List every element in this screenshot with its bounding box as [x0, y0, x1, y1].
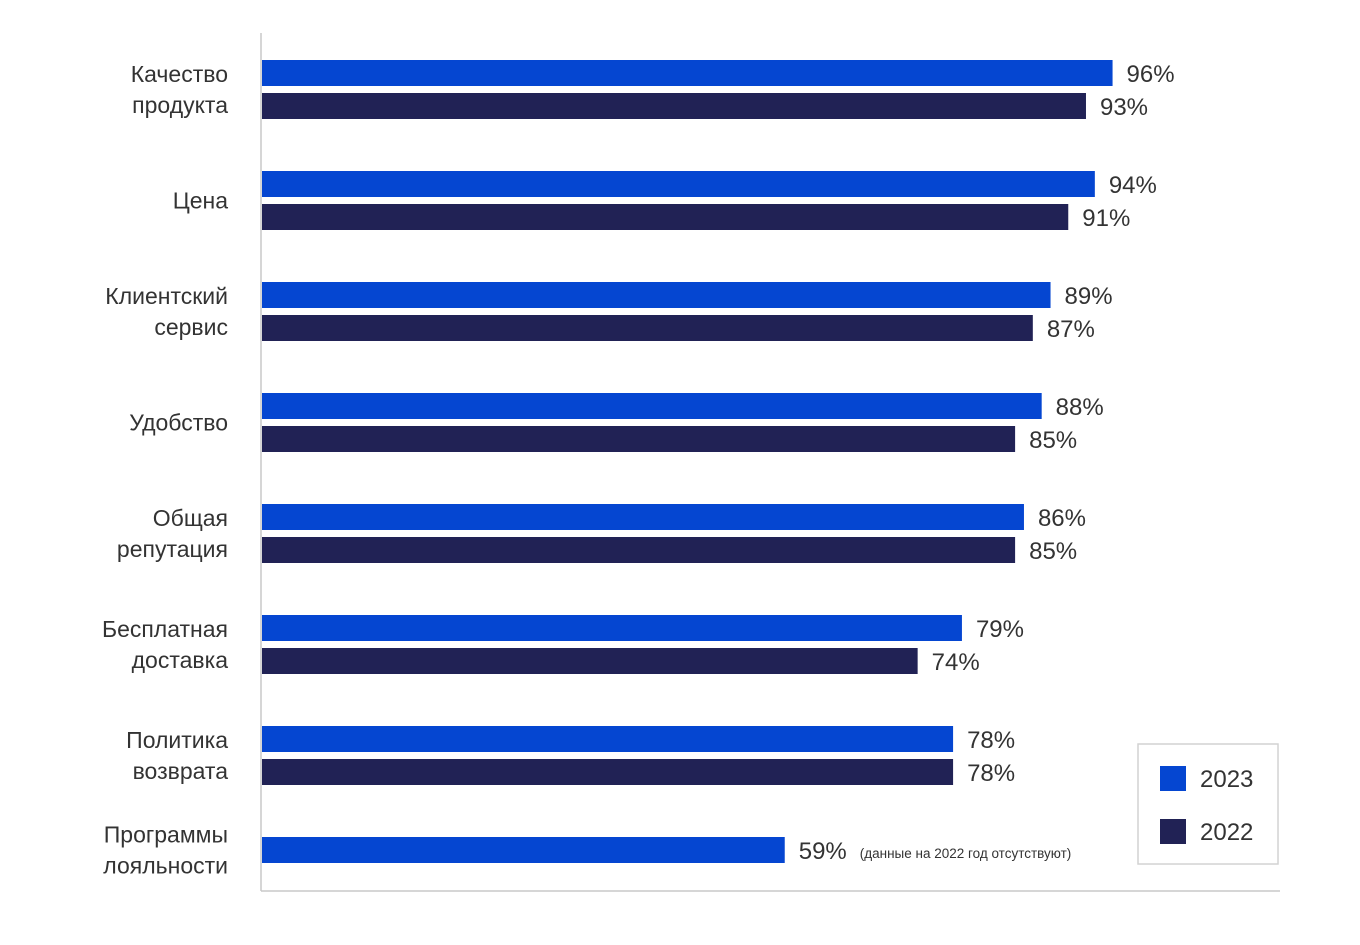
category-label: Бесплатная [102, 616, 228, 642]
category-label: возврата [133, 758, 229, 784]
legend-label-2022: 2022 [1200, 819, 1253, 846]
value-label: 94% [1109, 172, 1157, 199]
bar-2023 [262, 171, 1095, 197]
bar-2022 [262, 537, 1016, 563]
value-label: 79% [976, 616, 1024, 643]
category-label: Программы [104, 822, 228, 848]
annotation-label: (данные на 2022 год отсутствуют) [860, 846, 1072, 861]
value-label: 88% [1056, 394, 1104, 421]
category-label: Удобство [129, 410, 228, 436]
category-label: продукта [132, 92, 228, 118]
category-label: лояльности [103, 853, 228, 879]
value-label: 78% [967, 727, 1015, 754]
value-label: 87% [1047, 316, 1095, 343]
bar-2022 [262, 315, 1033, 341]
category-label: Цена [173, 188, 229, 214]
value-label: 59% [799, 838, 847, 865]
bar-2022 [262, 426, 1016, 452]
value-label: 74% [932, 649, 980, 676]
bar-2023 [262, 60, 1113, 86]
bar-2023 [262, 282, 1051, 308]
category-label: Качество [131, 61, 228, 87]
bar-2023 [262, 615, 962, 641]
category-label: Общая [153, 505, 228, 531]
value-label: 85% [1029, 538, 1077, 565]
category-label: Клиентский [105, 283, 228, 309]
category-label: доставка [132, 647, 229, 673]
bar-2022 [262, 93, 1086, 119]
category-label: Политика [126, 727, 228, 753]
bar-2022 [262, 204, 1069, 230]
value-label: 91% [1082, 205, 1130, 232]
legend-swatch-2022 [1160, 819, 1186, 844]
category-label: репутация [117, 536, 228, 562]
value-label: 93% [1100, 94, 1148, 121]
value-label: 96% [1127, 61, 1175, 88]
value-label: 89% [1065, 283, 1113, 310]
bar-2023 [262, 726, 954, 752]
value-label: 86% [1038, 505, 1086, 532]
category-label: сервис [154, 314, 228, 340]
legend-label-2023: 2023 [1200, 766, 1253, 793]
bar-2023 [262, 393, 1042, 419]
bar-2022 [262, 648, 918, 674]
legend-swatch-2023 [1160, 766, 1186, 791]
legend-box [1137, 743, 1279, 865]
value-label: 78% [967, 760, 1015, 787]
value-label: 85% [1029, 427, 1077, 454]
bar-2023 [262, 504, 1024, 530]
bar-2023 [262, 837, 785, 863]
bar-2022 [262, 759, 954, 785]
